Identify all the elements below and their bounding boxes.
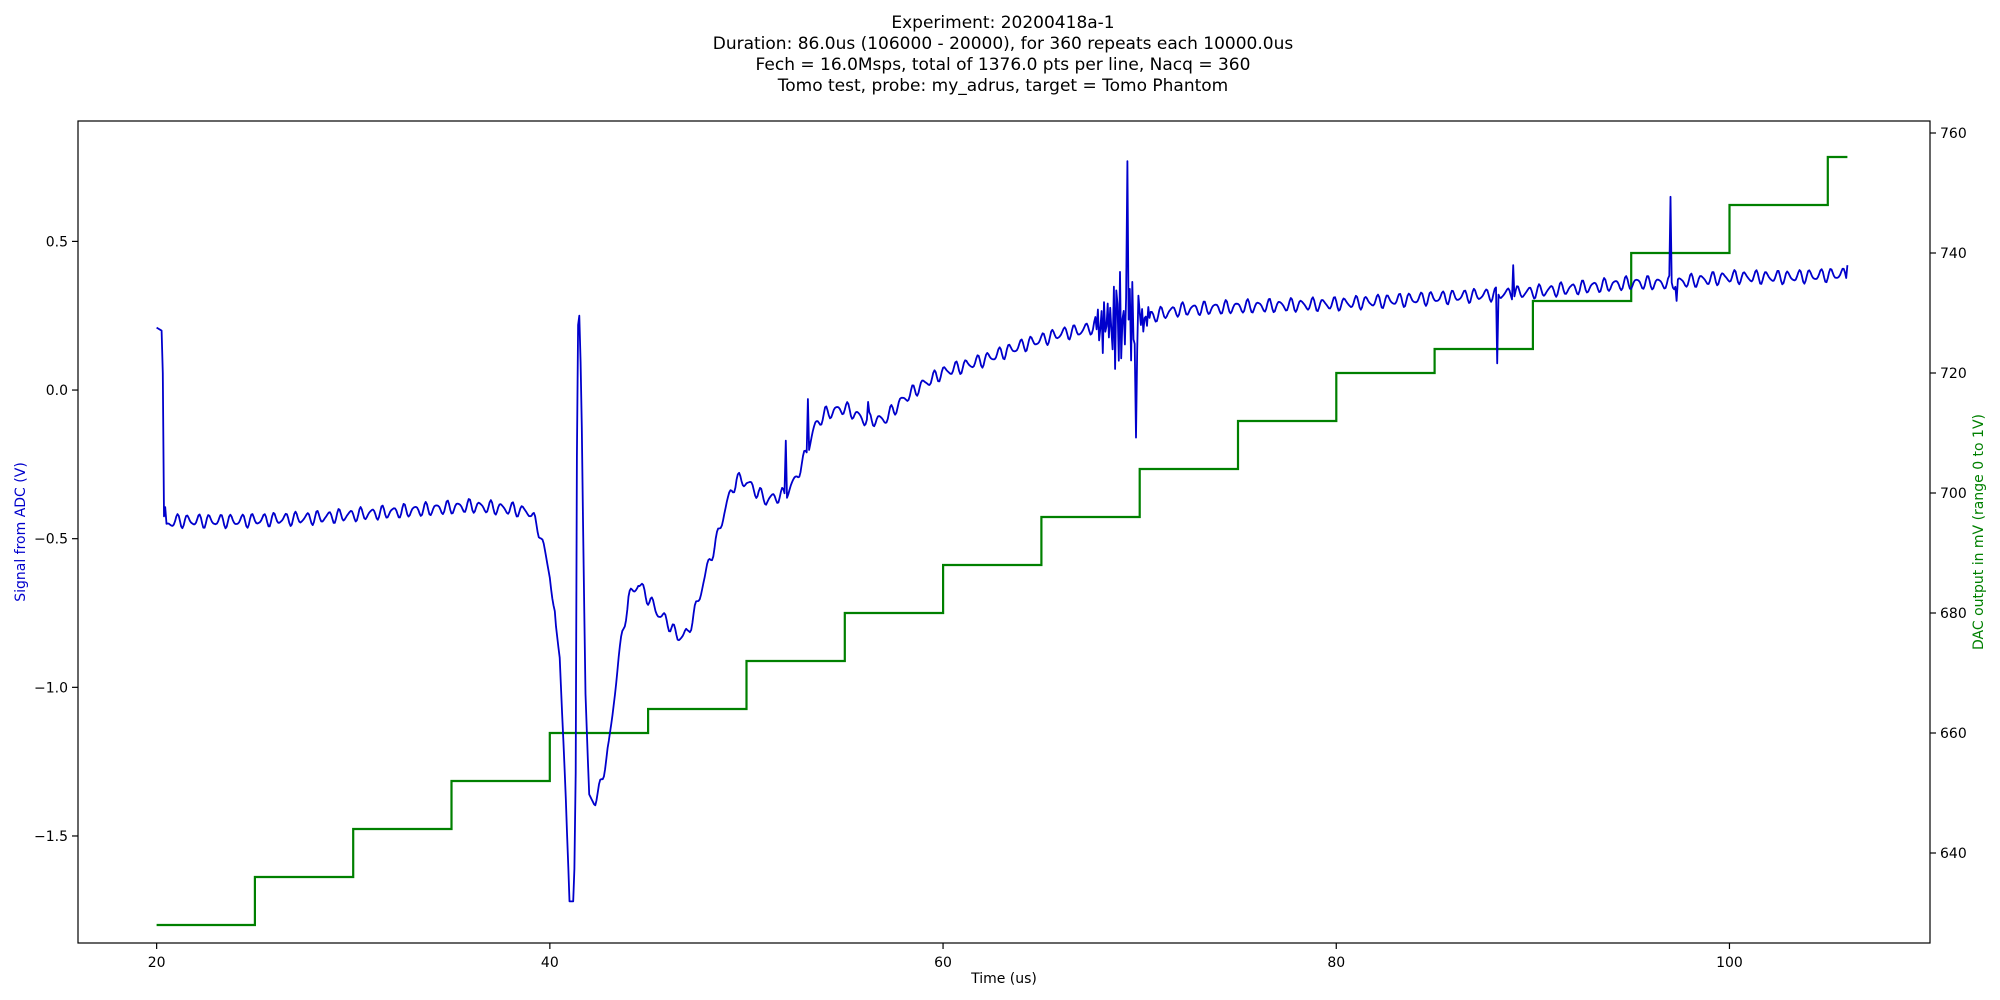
y-axis-right: 640 660 680 700 720 740 760 [1930,126,1967,862]
y-right-tick-label: 640 [1940,846,1967,862]
y-right-tick-label: 720 [1940,366,1967,382]
y-right-tick-label: 680 [1940,606,1967,622]
title-line-4: Tomo test, probe: my_adrus, target = Tom… [777,76,1229,96]
title-line-1: Experiment: 20200418a-1 [891,13,1114,33]
series-layer [156,155,1849,927]
title-line-3: Fech = 16.0Msps, total of 1376.0 pts per… [756,55,1251,75]
adc-signal-line [156,160,1849,903]
y-left-tick-label: −0.5 [34,532,68,548]
y-left-tick-label: −1.0 [34,680,68,696]
y-axis-right-label: DAC output in mV (range 0 to 1V) [1971,414,1987,650]
y-left-tick-label: 0.0 [46,383,68,399]
y-left-tick-label: −1.5 [34,829,68,845]
x-tick-label: 40 [541,955,559,971]
plot-frame [77,120,1931,944]
x-axis-label: Time (us) [970,971,1037,987]
y-left-tick-label: 0.5 [46,234,68,250]
x-tick-label: 100 [1716,955,1743,971]
y-right-tick-label: 740 [1940,246,1967,262]
y-right-tick-label: 760 [1940,126,1967,142]
x-axis: 20 40 60 80 100 [148,943,1743,971]
y-axis-left: 0.5 0.0 −0.5 −1.0 −1.5 [34,234,78,845]
chart-title: Experiment: 20200418a-1 Duration: 86.0us… [713,13,1294,96]
title-line-2: Duration: 86.0us (106000 - 20000), for 3… [713,34,1294,54]
x-tick-label: 20 [148,955,166,971]
x-tick-label: 60 [934,955,952,971]
y-right-tick-label: 700 [1940,486,1967,502]
dac-output-line [156,155,1848,927]
x-tick-label: 80 [1327,955,1345,971]
y-right-tick-label: 660 [1940,726,1967,742]
y-axis-left-label: Signal from ADC (V) [13,462,29,602]
